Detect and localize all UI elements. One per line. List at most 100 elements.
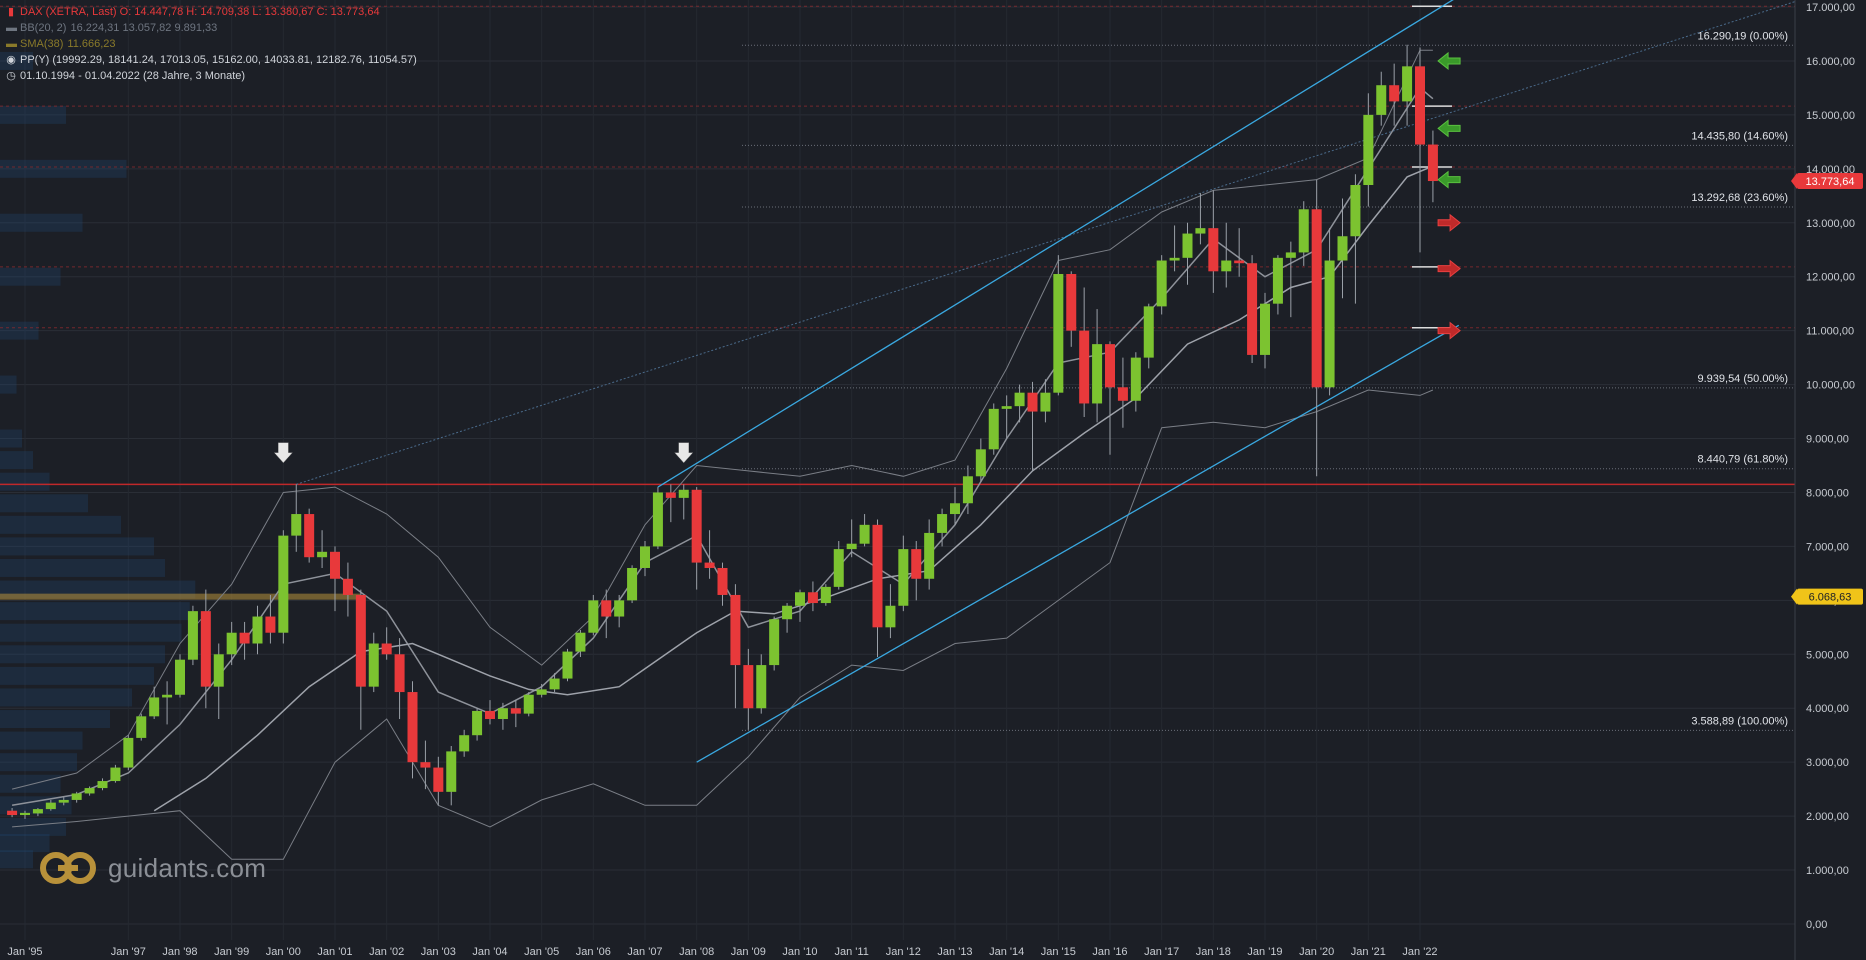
candle[interactable] [1234, 228, 1245, 277]
candle[interactable] [7, 808, 18, 818]
candle[interactable] [1040, 379, 1051, 423]
candle[interactable] [1027, 381, 1038, 471]
candle[interactable] [1337, 198, 1348, 299]
candle[interactable] [459, 729, 470, 757]
candle[interactable] [420, 740, 431, 790]
candle[interactable] [200, 589, 211, 709]
candle[interactable] [782, 603, 793, 633]
candle[interactable] [265, 594, 276, 644]
candle[interactable] [820, 584, 831, 606]
legend-range[interactable]: ◷ 01.10.1994 - 01.04.2022 (28 Jahre, 3 M… [6, 68, 417, 84]
candle[interactable] [510, 700, 521, 728]
candle[interactable] [588, 594, 599, 636]
candle[interactable] [627, 565, 638, 604]
time-axis[interactable]: Jan '95 Jan '97 Jan '98 Jan '99 Jan '00 Jan '… [7, 946, 1437, 958]
candle[interactable] [291, 484, 302, 552]
price-axis[interactable]: 0,00 1.000,00 2.000,00 3.000,00 4.000,00 5.00… [1794, 0, 1866, 960]
candle[interactable] [278, 530, 289, 644]
candle[interactable] [1195, 193, 1206, 245]
candle[interactable] [433, 756, 444, 806]
candle[interactable] [381, 627, 392, 660]
candle[interactable] [485, 700, 495, 725]
candle[interactable] [549, 673, 560, 693]
candle[interactable] [536, 683, 547, 698]
candle[interactable] [1324, 228, 1335, 396]
candle[interactable] [355, 589, 366, 730]
candle[interactable] [497, 702, 508, 730]
candle[interactable] [304, 508, 315, 563]
candle[interactable] [924, 519, 935, 590]
candle[interactable] [885, 584, 896, 639]
candle[interactable] [1247, 255, 1258, 364]
candle[interactable] [1182, 222, 1193, 285]
candle[interactable] [975, 438, 986, 482]
candle[interactable] [1079, 287, 1090, 417]
candle[interactable] [1272, 255, 1283, 315]
candle[interactable] [652, 487, 663, 550]
legend-sma[interactable]: ▬ SMA(38) 11.666,23 [6, 36, 417, 52]
candle[interactable] [110, 764, 121, 783]
candle[interactable] [1376, 71, 1387, 126]
candle[interactable] [1221, 222, 1232, 288]
legend-bb[interactable]: ▬ BB(20, 2) 16.224,31 13.057,82 9.891,33 [6, 20, 417, 36]
candle[interactable] [665, 484, 676, 523]
candle[interactable] [1117, 357, 1128, 428]
legend-instrument[interactable]: ▮ DAX (XETRA, Last) O: 14.447,78 H: 14.7… [6, 4, 417, 20]
candle[interactable] [97, 778, 108, 791]
candle[interactable] [162, 681, 173, 725]
candle[interactable] [1105, 341, 1115, 455]
candle[interactable] [1350, 174, 1361, 304]
candle[interactable] [691, 487, 702, 590]
candle[interactable] [32, 808, 43, 817]
candle[interactable] [123, 735, 134, 771]
candle[interactable] [20, 810, 30, 819]
candle[interactable] [149, 686, 160, 720]
candle[interactable] [833, 541, 844, 590]
candle[interactable] [252, 605, 263, 655]
candle[interactable] [614, 594, 625, 628]
candle[interactable] [1066, 271, 1077, 347]
candle[interactable] [898, 535, 909, 612]
candle[interactable] [1298, 201, 1309, 266]
candle[interactable] [342, 562, 353, 617]
candle[interactable] [58, 797, 69, 806]
candle[interactable] [446, 745, 457, 806]
candle[interactable] [1001, 395, 1012, 439]
candle[interactable] [71, 791, 82, 803]
candle[interactable] [1208, 190, 1219, 293]
candle[interactable] [872, 519, 883, 657]
candle[interactable] [317, 530, 328, 568]
candle[interactable] [136, 713, 147, 741]
candle[interactable] [239, 621, 250, 660]
candle[interactable] [1311, 179, 1322, 477]
candle[interactable] [1402, 44, 1413, 126]
legend-pivot[interactable]: ◉ PP(Y) (19992.29, 18141.24, 17013.05, 1… [6, 52, 417, 68]
candle[interactable] [1389, 63, 1400, 126]
candle[interactable] [807, 581, 818, 612]
candle[interactable] [330, 546, 340, 612]
candle[interactable] [407, 681, 418, 779]
candle[interactable] [704, 530, 715, 579]
candle[interactable] [717, 562, 728, 606]
candle[interactable] [1260, 292, 1270, 369]
candle[interactable] [1053, 255, 1064, 396]
candle[interactable] [1130, 352, 1141, 412]
candle[interactable] [1156, 255, 1167, 315]
candle[interactable] [911, 541, 922, 601]
candle[interactable] [678, 484, 689, 520]
candle[interactable] [1415, 47, 1425, 253]
candle[interactable] [523, 692, 534, 717]
candle[interactable] [368, 632, 379, 693]
candle[interactable] [1169, 225, 1180, 272]
candle[interactable] [1092, 309, 1103, 423]
candle[interactable] [472, 708, 483, 741]
candle[interactable] [988, 403, 999, 455]
candle[interactable] [950, 487, 960, 525]
candle[interactable] [769, 616, 780, 671]
candle[interactable] [575, 630, 586, 657]
candle[interactable] [1143, 303, 1154, 369]
candle[interactable] [562, 648, 573, 682]
candle[interactable] [175, 654, 185, 698]
candle[interactable] [1285, 241, 1296, 318]
